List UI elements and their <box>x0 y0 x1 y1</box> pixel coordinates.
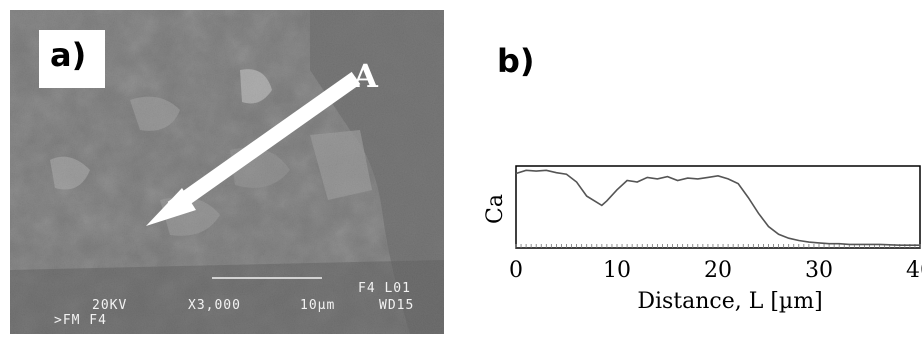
ca-series-line <box>515 169 920 246</box>
arrow-icon <box>167 71 361 215</box>
y-axis-label: Ca <box>483 194 508 224</box>
sem-image <box>10 10 444 334</box>
x-tick-label: 20 <box>704 258 732 283</box>
x-tick-label: 30 <box>805 258 833 283</box>
working-distance: WD15 <box>379 298 415 313</box>
sample-label: >FM F4 <box>54 313 107 328</box>
panel-b-label: b) <box>497 42 535 80</box>
arrowhead-icon <box>146 188 196 226</box>
x-axis-label: Distance, L [µm] <box>637 289 822 314</box>
panel-a-label-box <box>39 30 105 88</box>
magnification: X3,000 <box>188 298 241 313</box>
ca-profile-chart: 0 10 20 30 40 Distance, L [µm] Ca <box>483 165 922 314</box>
x-tick-label: 10 <box>603 258 631 283</box>
plot-frame <box>515 165 921 249</box>
x-tick-label: 0 <box>509 258 523 283</box>
sem-micrograph: F4 L01 20KV X3,000 10µm WD15 >FM F4 <box>10 10 444 334</box>
x-tick-label: 40 <box>906 258 922 283</box>
scale-label: 10µm <box>300 298 336 313</box>
panel-a-label: a) <box>50 36 87 74</box>
accelerating-voltage: 20KV <box>92 298 128 313</box>
micrograph-label: F4 L01 <box>358 281 411 296</box>
point-label: A <box>353 57 378 95</box>
